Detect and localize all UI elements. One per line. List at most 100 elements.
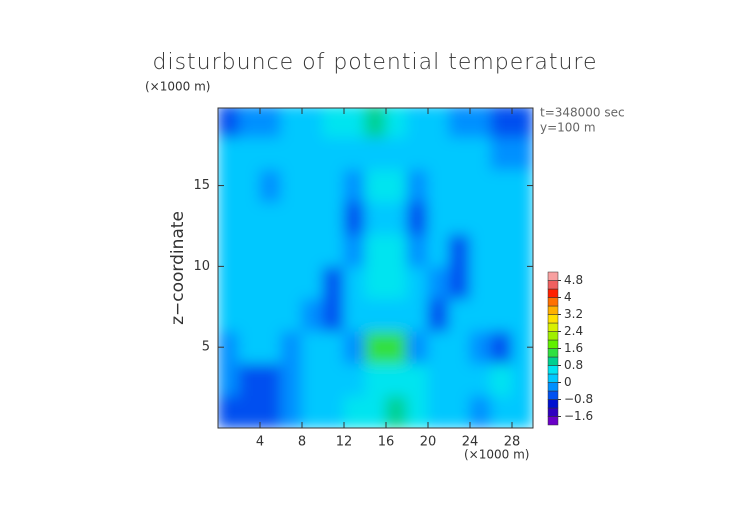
field-cell: [259, 395, 282, 428]
field-cell: [469, 330, 492, 364]
field-cell: [469, 108, 492, 138]
field-cell: [364, 330, 387, 364]
field-cell: [385, 168, 408, 203]
field-cell: [406, 108, 429, 138]
field-cell: [259, 265, 282, 300]
colorbar-box: [547, 382, 559, 392]
field-cell: [238, 362, 261, 397]
field-cell: [343, 233, 366, 267]
field-cells: [218, 108, 533, 428]
field-cell: [511, 233, 533, 267]
field-cell: [259, 362, 282, 397]
x-tick-label: 8: [298, 435, 306, 450]
field-cell: [364, 108, 387, 138]
field-cell: [259, 298, 282, 332]
field-cell: [301, 201, 324, 235]
y-tick-label: 10: [193, 259, 210, 274]
colorbar-box: [547, 322, 559, 332]
x-tick-label: 12: [336, 435, 353, 450]
field-cell: [469, 201, 492, 235]
field-cell: [301, 395, 324, 428]
field-cell: [427, 330, 450, 364]
field-cell: [490, 298, 513, 332]
field-cell: [259, 136, 282, 170]
colorbar-box: [547, 339, 559, 349]
field-cell: [301, 168, 324, 203]
field-cell: [218, 108, 240, 138]
colorbar-tick-label: 3.2: [564, 307, 583, 321]
field-cell: [469, 168, 492, 203]
field-cell: [259, 330, 282, 364]
colorbar-tick-label: 4: [564, 290, 572, 304]
field-cell: [343, 395, 366, 428]
colorbar-box: [547, 348, 559, 358]
field-cell: [322, 136, 345, 170]
y-axis-label: z−coordinate: [168, 211, 188, 325]
field-cell: [427, 233, 450, 267]
field-cell: [385, 395, 408, 428]
x-tick-label: 24: [462, 435, 479, 450]
field-cell: [364, 298, 387, 332]
colorbar-tick-label: −0.8: [564, 392, 593, 406]
field-cell: [427, 201, 450, 235]
field-cell: [218, 395, 240, 428]
field-cell: [511, 108, 533, 138]
colorbar-tick-label: −1.6: [564, 409, 593, 423]
field-cell: [385, 265, 408, 300]
field-cell: [469, 298, 492, 332]
colorbar-box: [547, 280, 559, 290]
colorbar-box: [547, 365, 559, 375]
field-cell: [511, 136, 533, 170]
field-cell: [343, 108, 366, 138]
colorbar-tick-label: 0.8: [564, 358, 583, 372]
field-cell: [280, 330, 303, 364]
colorbar-box: [547, 288, 559, 298]
plot-frame: [217, 107, 534, 429]
field-cell: [364, 233, 387, 267]
field-cell: [427, 108, 450, 138]
field-cell: [259, 201, 282, 235]
field-cell: [427, 265, 450, 300]
field-cell: [218, 168, 240, 203]
field-cell: [427, 395, 450, 428]
colorbar-box: [547, 297, 559, 307]
field-cell: [406, 265, 429, 300]
field-cell: [238, 108, 261, 138]
annotation: y=100 m: [540, 121, 596, 135]
field-cell: [385, 233, 408, 267]
field-cell: [280, 362, 303, 397]
field-cell: [238, 168, 261, 203]
colorbar-box: [547, 271, 559, 281]
field-cell: [448, 136, 471, 170]
field-cell: [280, 201, 303, 235]
y-tick-label: 15: [193, 178, 210, 193]
field-cell: [218, 233, 240, 267]
field-cell: [364, 136, 387, 170]
field-cell: [448, 265, 471, 300]
field-cell: [322, 168, 345, 203]
field-cell: [238, 298, 261, 332]
x-tick-label: 28: [504, 435, 521, 450]
colorbar-box: [547, 407, 559, 417]
field-cell: [406, 330, 429, 364]
annotation: t=348000 sec: [540, 106, 625, 120]
field-cell: [511, 330, 533, 364]
colorbar-box: [547, 416, 559, 426]
field-cell: [301, 298, 324, 332]
field-cell: [385, 108, 408, 138]
field-cell: [490, 201, 513, 235]
field-cell: [322, 265, 345, 300]
field-cell: [364, 201, 387, 235]
colorbar-box: [547, 399, 559, 409]
field-cell: [322, 395, 345, 428]
field-cell: [218, 201, 240, 235]
field-cell: [448, 233, 471, 267]
field-cell: [301, 136, 324, 170]
field-cell: [385, 298, 408, 332]
field-cell: [427, 362, 450, 397]
colorbar-tick-label: 2.4: [564, 324, 583, 338]
field-cell: [490, 395, 513, 428]
field-cell: [322, 362, 345, 397]
field-cell: [427, 136, 450, 170]
